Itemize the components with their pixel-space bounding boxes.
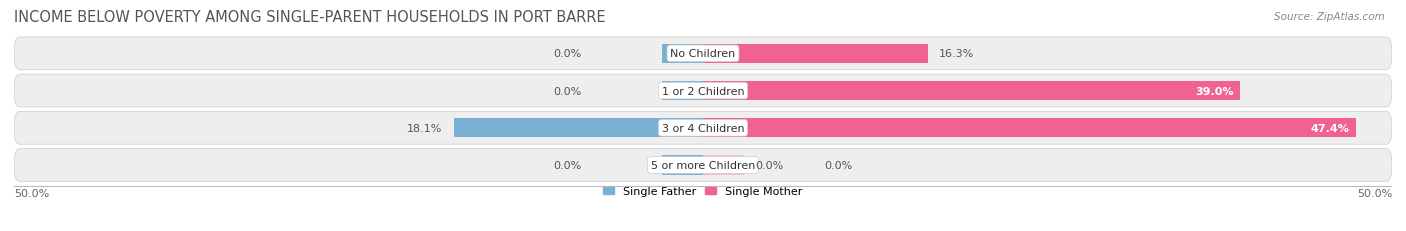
Bar xyxy=(662,82,703,101)
Text: 0.0%: 0.0% xyxy=(824,160,852,170)
Text: INCOME BELOW POVERTY AMONG SINGLE-PARENT HOUSEHOLDS IN PORT BARRE: INCOME BELOW POVERTY AMONG SINGLE-PARENT… xyxy=(14,10,606,25)
Text: 16.3%: 16.3% xyxy=(939,49,974,59)
Text: 50.0%: 50.0% xyxy=(14,188,49,198)
Text: 18.1%: 18.1% xyxy=(408,123,443,133)
Text: 0.0%: 0.0% xyxy=(554,86,582,96)
Bar xyxy=(454,119,703,138)
Text: 39.0%: 39.0% xyxy=(1195,86,1233,96)
Text: 47.4%: 47.4% xyxy=(1310,123,1350,133)
Legend: Single Father, Single Mother: Single Father, Single Mother xyxy=(603,187,803,197)
Text: 50.0%: 50.0% xyxy=(1357,188,1392,198)
FancyBboxPatch shape xyxy=(14,38,1392,70)
FancyBboxPatch shape xyxy=(14,112,1392,145)
Bar xyxy=(703,156,744,175)
Text: 0.0%: 0.0% xyxy=(554,160,582,170)
Bar xyxy=(662,45,703,64)
Bar xyxy=(703,119,1357,138)
Bar xyxy=(662,156,703,175)
Text: 1 or 2 Children: 1 or 2 Children xyxy=(662,86,744,96)
Bar xyxy=(703,82,1240,101)
Text: No Children: No Children xyxy=(671,49,735,59)
Text: 3 or 4 Children: 3 or 4 Children xyxy=(662,123,744,133)
Text: 5 or more Children: 5 or more Children xyxy=(651,160,755,170)
FancyBboxPatch shape xyxy=(14,75,1392,107)
Text: Source: ZipAtlas.com: Source: ZipAtlas.com xyxy=(1274,12,1385,21)
Bar xyxy=(703,45,928,64)
Text: 0.0%: 0.0% xyxy=(755,160,783,170)
FancyBboxPatch shape xyxy=(14,149,1392,182)
Text: 0.0%: 0.0% xyxy=(554,49,582,59)
